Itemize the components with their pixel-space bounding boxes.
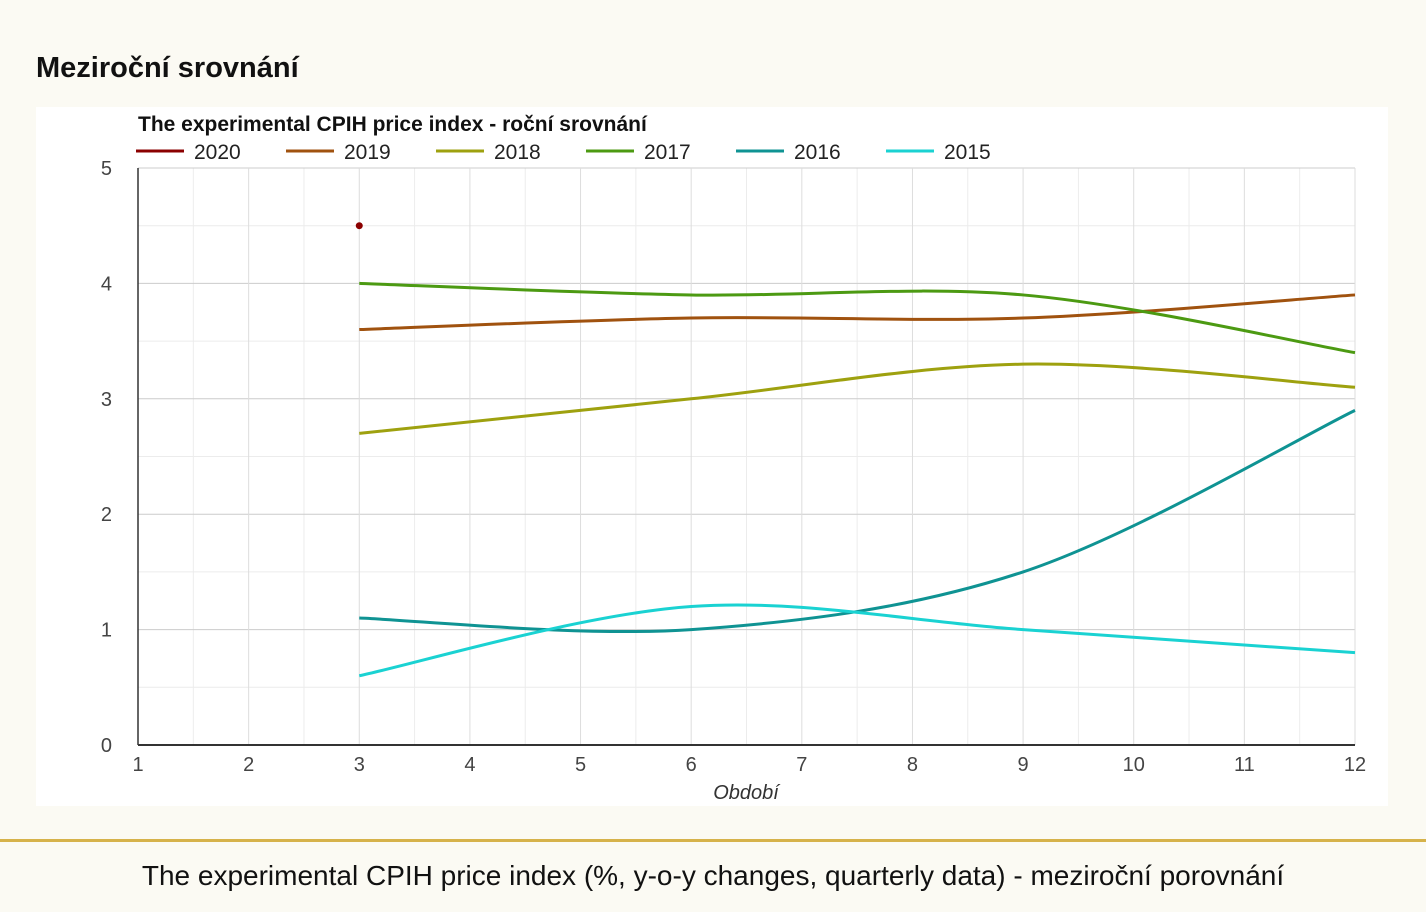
section-heading: Meziroční srovnání [36, 52, 299, 84]
chart-panel: 0 1 2 3 4 5 1 2 3 4 5 6 7 8 9 10 11 12 2020 2019 2018 2017 20… [36, 107, 1388, 806]
x-tick-label: 10 [1123, 754, 1145, 776]
y-tick-label: 5 [101, 158, 112, 180]
x-tick-label: 4 [464, 754, 475, 776]
legend-item-2015[interactable]: 2015 [886, 141, 991, 164]
grid-layer [138, 167, 1356, 745]
x-tick-label: 8 [907, 754, 918, 776]
x-tick-label: 9 [1018, 754, 1029, 776]
figure-caption: The experimental CPIH price index (%, y-… [141, 860, 1285, 891]
x-tick-label: 11 [1234, 754, 1255, 776]
x-tick-label: 1 [132, 754, 143, 776]
series-layer [355, 222, 1356, 678]
series-2017-line[interactable] [359, 281, 1356, 355]
divider [0, 839, 1426, 842]
x-tick-label: 3 [354, 754, 365, 776]
chart-title: The experimental CPIH price index - ročn… [138, 113, 648, 136]
legend-item-2019[interactable]: 2019 [286, 141, 391, 164]
series-2020-point[interactable] [355, 222, 363, 230]
legend-item-2017[interactable]: 2017 [586, 141, 691, 164]
y-tick-label: 2 [101, 504, 112, 526]
series-2019-line[interactable] [359, 293, 1356, 332]
legend-item-2020[interactable]: 2020 [136, 141, 241, 164]
y-tick-label: 4 [101, 273, 112, 295]
x-tick-label: 7 [796, 754, 807, 776]
x-tick-label: 2 [243, 754, 254, 776]
legend-label: 2017 [644, 141, 691, 164]
series-2018-line[interactable] [359, 362, 1356, 435]
legend-label: 2019 [344, 141, 391, 164]
legend-label: 2018 [494, 141, 541, 164]
legend-item-2018[interactable]: 2018 [436, 141, 541, 164]
series-2016-line[interactable] [359, 408, 1356, 634]
legend[interactable]: 2020 2019 2018 2017 2016 2015 [136, 141, 991, 164]
legend-label: 2016 [794, 141, 841, 164]
x-axis-label: Období [713, 782, 781, 804]
legend-label: 2020 [194, 141, 241, 164]
legend-item-2016[interactable]: 2016 [736, 141, 841, 164]
x-tick-label: 5 [575, 754, 586, 776]
legend-label: 2015 [944, 141, 991, 164]
x-tick-label: 12 [1344, 754, 1366, 776]
y-tick-label: 0 [101, 735, 112, 757]
y-tick-label: 3 [101, 389, 112, 411]
y-tick-label: 1 [101, 620, 112, 642]
x-tick-label: 6 [686, 754, 697, 776]
series-2015-line[interactable] [358, 603, 1356, 678]
